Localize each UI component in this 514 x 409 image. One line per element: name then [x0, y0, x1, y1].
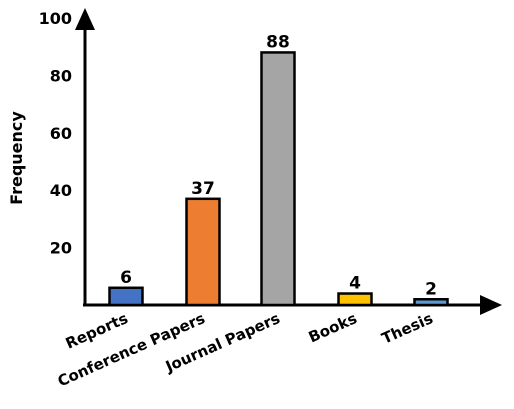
- data-label: 88: [266, 32, 290, 52]
- y-axis-label: Frequency: [7, 111, 26, 205]
- x-axis-arrowhead: [480, 295, 502, 315]
- data-label: 4: [349, 274, 361, 294]
- y-tick-label: 60: [50, 124, 72, 143]
- y-tick-label: 20: [50, 239, 72, 258]
- bars: [108, 51, 449, 307]
- y-tick-label: 40: [50, 181, 72, 200]
- y-tick-labels: 20 40 60 80 100: [39, 9, 72, 258]
- bar-thesis: [413, 298, 449, 307]
- y-tick-label: 100: [39, 9, 72, 28]
- bar-reports: [108, 286, 144, 307]
- data-label: 2: [425, 279, 437, 299]
- data-labels: 6 37 88 4 2: [120, 32, 437, 299]
- category-label: Books: [306, 309, 360, 346]
- bar-journal-papers: [260, 51, 296, 307]
- y-axis-arrowhead: [75, 8, 95, 30]
- data-label: 6: [120, 268, 132, 288]
- bar-conference-papers: [185, 197, 221, 307]
- category-label: Thesis: [379, 309, 436, 347]
- bar-books: [337, 292, 373, 307]
- y-tick-label: 80: [50, 66, 72, 85]
- data-label: 37: [191, 179, 215, 199]
